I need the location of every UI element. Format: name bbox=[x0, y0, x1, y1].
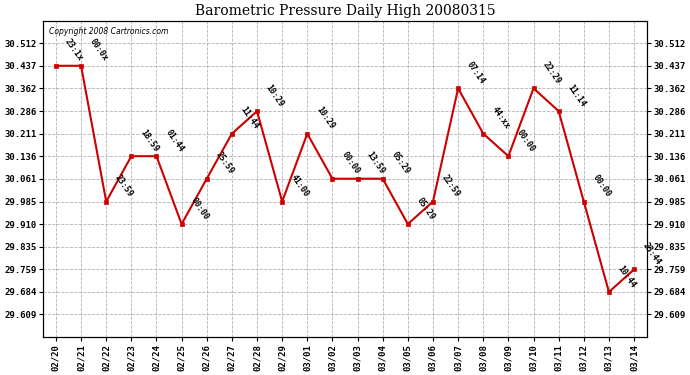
Text: 00:00: 00:00 bbox=[339, 150, 361, 176]
Text: 23:59: 23:59 bbox=[113, 173, 135, 199]
Text: 01:44: 01:44 bbox=[164, 128, 185, 153]
Text: 10:29: 10:29 bbox=[264, 83, 286, 108]
Text: 44:xx: 44:xx bbox=[490, 105, 512, 131]
Text: 10:29: 10:29 bbox=[314, 105, 336, 131]
Text: 13:59: 13:59 bbox=[364, 150, 386, 176]
Text: 11:14: 11:14 bbox=[566, 83, 587, 108]
Text: 11:44: 11:44 bbox=[239, 105, 261, 131]
Text: 22:29: 22:29 bbox=[540, 60, 562, 86]
Text: 41:00: 41:00 bbox=[289, 173, 311, 199]
Text: 25:59: 25:59 bbox=[214, 150, 235, 176]
Text: 18:59: 18:59 bbox=[138, 128, 160, 153]
Text: 05:29: 05:29 bbox=[390, 150, 411, 176]
Title: Barometric Pressure Daily High 20080315: Barometric Pressure Daily High 20080315 bbox=[195, 4, 495, 18]
Text: 00:00: 00:00 bbox=[515, 128, 537, 153]
Text: 10:44: 10:44 bbox=[616, 264, 638, 289]
Text: 00:0x: 00:0x bbox=[88, 38, 110, 63]
Text: 05:29: 05:29 bbox=[415, 196, 437, 221]
Text: 22:59: 22:59 bbox=[440, 173, 462, 199]
Text: 00:00: 00:00 bbox=[591, 173, 613, 199]
Text: 07:14: 07:14 bbox=[465, 60, 486, 86]
Text: 23:44: 23:44 bbox=[641, 241, 662, 267]
Text: 00:00: 00:00 bbox=[188, 196, 210, 221]
Text: 23:1x: 23:1x bbox=[63, 38, 85, 63]
Text: Copyright 2008 Cartronics.com: Copyright 2008 Cartronics.com bbox=[50, 27, 169, 36]
